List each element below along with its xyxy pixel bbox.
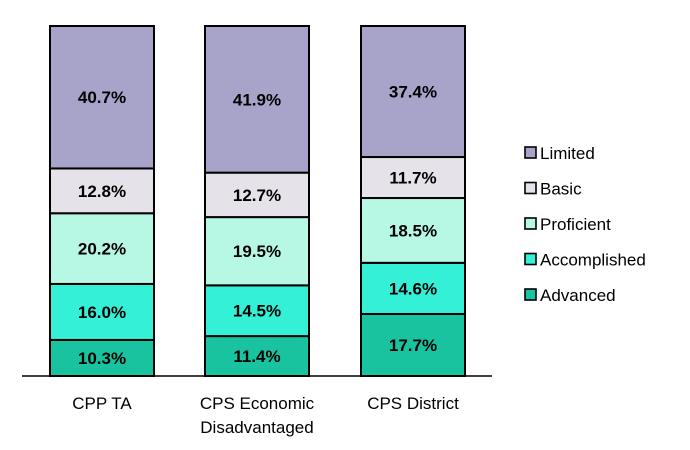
bar-segment-limited-0: [49, 25, 155, 170]
legend-label-advanced: Advanced: [540, 286, 616, 305]
data-label-proficient-1: 19.5%: [233, 242, 281, 261]
data-label-accomplished-1: 14.5%: [233, 302, 281, 321]
legend-swatch-accomplished: [524, 252, 537, 266]
legend: Limited Basic Proficient Accomplished Advanc…: [524, 144, 646, 305]
bar-segment-proficient-2: [360, 197, 466, 264]
category-label-2: CPS District: [367, 394, 459, 413]
legend-label-proficient: Proficient: [540, 215, 611, 234]
data-label-basic-0: 12.8%: [78, 182, 126, 201]
bar-segment-proficient-1: [204, 216, 310, 287]
data-label-basic-2: 11.7%: [389, 169, 436, 188]
data-label-limited-0: 40.7%: [78, 88, 126, 107]
bar-segment-accomplished-2: [360, 261, 466, 315]
category-label-1: CPS Economic: [200, 394, 315, 413]
data-label-proficient-0: 20.2%: [78, 240, 126, 259]
category-label-1: Disadvantaged: [200, 418, 313, 437]
data-label-advanced-2: 17.7%: [389, 336, 437, 355]
bar-segment-advanced-2: [360, 312, 466, 377]
category-label-0: CPP TA: [72, 394, 132, 413]
legend-swatch-proficient: [524, 217, 537, 230]
bar-segment-limited-1: [204, 25, 310, 174]
bar-segment-limited-2: [360, 25, 466, 159]
data-label-basic-1: 12.7%: [233, 186, 281, 205]
data-label-advanced-1: 11.4%: [233, 347, 280, 366]
bar-segment-accomplished-1: [204, 284, 310, 338]
data-label-proficient-2: 18.5%: [389, 221, 437, 240]
bar-segment-basic-0: [49, 167, 155, 215]
data-label-accomplished-2: 14.6%: [389, 279, 437, 298]
bar-segment-advanced-0: [49, 338, 155, 378]
data-label-limited-1: 41.9%: [233, 90, 281, 109]
bar-segment-accomplished-0: [49, 282, 155, 341]
data-label-advanced-0: 10.3%: [78, 349, 126, 368]
legend-swatch-limited: [524, 146, 537, 159]
bars-group: 10.3% 16.0% 20.2% 12.8% 40.7% 11.4% 14.5% 19.5%…: [49, 25, 466, 378]
legend-label-limited: Limited: [540, 144, 595, 163]
data-label-accomplished-0: 16.0%: [78, 303, 126, 322]
legend-swatch-advanced: [524, 288, 537, 301]
legend-label-basic: Basic: [540, 180, 582, 199]
category-labels: CPP TA CPS Economic Disadvantaged CPS Distr…: [72, 394, 459, 437]
legend-swatch-basic: [524, 181, 537, 195]
bar-segment-basic-1: [204, 171, 310, 219]
data-label-limited-2: 37.4%: [389, 83, 437, 102]
bar-segment-advanced-1: [204, 335, 310, 378]
legend-label-accomplished: Accomplished: [540, 251, 646, 270]
